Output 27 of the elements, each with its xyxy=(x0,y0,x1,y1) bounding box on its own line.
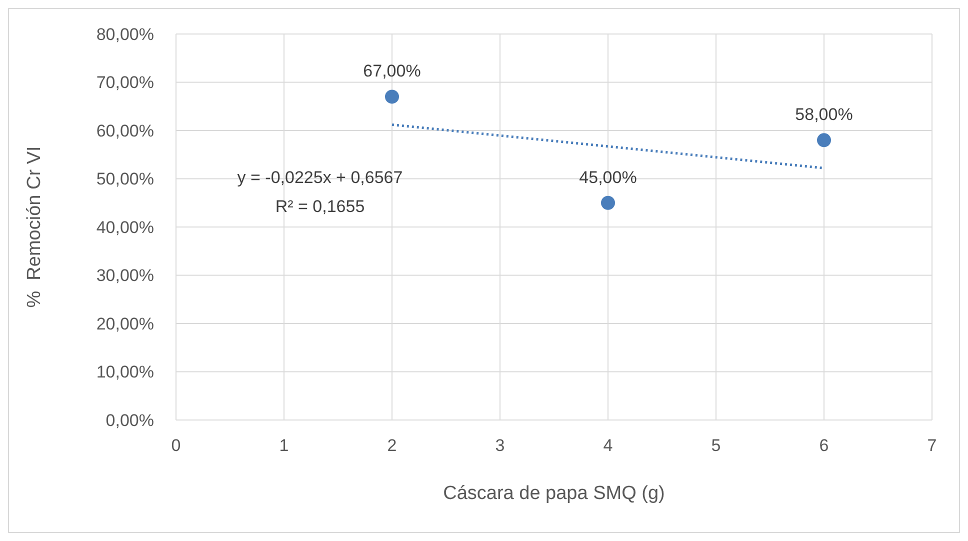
x-tick-label: 1 xyxy=(279,436,289,455)
point xyxy=(817,133,831,148)
annotation: R² = 0,1655 xyxy=(275,197,365,216)
y-axis-title: % Remoción Cr VI xyxy=(24,146,45,308)
x-tick-label: 2 xyxy=(387,436,397,455)
point xyxy=(385,90,399,104)
x-tick-label: 5 xyxy=(711,436,721,455)
x-tick-label: 7 xyxy=(927,436,937,455)
y-tick-label: 0,00% xyxy=(106,410,154,430)
annotation: y = -0,0225x + 0,6567 xyxy=(237,168,403,187)
x-tick-label: 0 xyxy=(171,436,181,455)
y-tick-label: 40,00% xyxy=(96,218,154,237)
x-tick-label: 4 xyxy=(603,436,613,455)
y-tick-label: 10,00% xyxy=(96,362,154,382)
x-axis-title: Cáscara de papa SMQ (g) xyxy=(443,483,665,504)
y-tick-label: 80,00% xyxy=(96,24,154,44)
y-tick-label: 30,00% xyxy=(96,266,154,286)
x-tick-label: 3 xyxy=(495,436,505,455)
data-label: 67,00% xyxy=(363,62,421,81)
x-tick-label: 6 xyxy=(819,436,829,455)
data-label: 58,00% xyxy=(795,105,853,124)
data-label: 45,00% xyxy=(579,168,637,187)
y-tick-label: 60,00% xyxy=(96,121,154,140)
y-tick-label: 70,00% xyxy=(96,73,154,92)
y-tick-label: 50,00% xyxy=(96,170,154,189)
point xyxy=(601,196,615,210)
y-tick-label: 20,00% xyxy=(96,314,154,334)
